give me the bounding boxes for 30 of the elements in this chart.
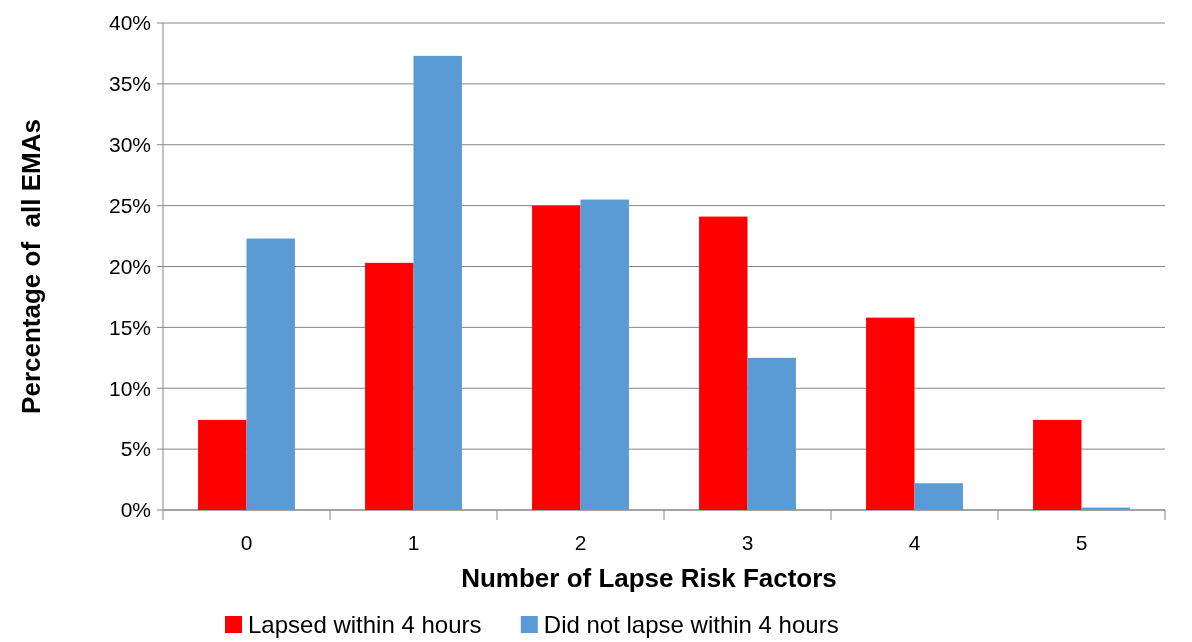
y-tick-label: 40%: [108, 11, 151, 35]
x-tick-label: 4: [908, 531, 921, 554]
bar: [532, 205, 581, 510]
bar: [365, 262, 414, 510]
x-tick-label: 3: [741, 531, 754, 554]
y-tick-label: 20%: [108, 254, 151, 278]
y-tick-label: 10%: [108, 376, 151, 400]
x-tick-label: 1: [407, 531, 420, 554]
y-tick-label: 5%: [120, 437, 151, 461]
y-tick-label: 30%: [108, 133, 151, 157]
bar: [866, 317, 915, 510]
y-tick-label: 35%: [108, 72, 151, 96]
x-axis-title: Number of Lapse Risk Factors: [461, 563, 837, 593]
legend-label: Lapsed within 4 hours: [248, 611, 482, 639]
x-tick-label: 0: [240, 531, 253, 554]
bar: [1033, 419, 1082, 510]
bar: [413, 55, 462, 510]
y-tick-label: 0%: [120, 498, 151, 522]
bar: [747, 357, 796, 510]
bar: [699, 216, 748, 510]
bar: [580, 199, 629, 510]
y-tick-label: 25%: [108, 193, 151, 217]
bar: [914, 483, 963, 510]
x-tick-label: 5: [1075, 531, 1088, 554]
x-tick-label: 2: [574, 531, 587, 554]
legend-label: Did not lapse within 4 hours: [543, 611, 839, 639]
y-tick-label: 15%: [108, 315, 151, 339]
y-axis-title: Percentage of all EMAs: [16, 119, 46, 414]
bar: [198, 419, 247, 510]
bar: [246, 238, 295, 510]
